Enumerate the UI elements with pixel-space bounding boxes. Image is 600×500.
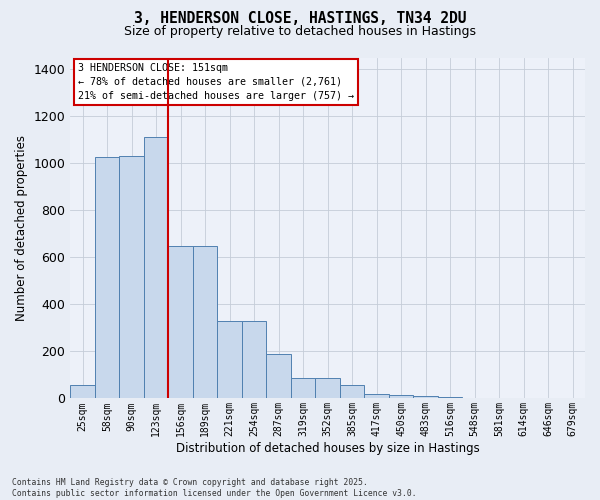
Text: Contains HM Land Registry data © Crown copyright and database right 2025.
Contai: Contains HM Land Registry data © Crown c… — [12, 478, 416, 498]
Bar — [389, 395, 413, 398]
Text: 3, HENDERSON CLOSE, HASTINGS, TN34 2DU: 3, HENDERSON CLOSE, HASTINGS, TN34 2DU — [134, 11, 466, 26]
X-axis label: Distribution of detached houses by size in Hastings: Distribution of detached houses by size … — [176, 442, 479, 455]
Bar — [193, 246, 217, 398]
Bar — [242, 321, 266, 398]
Bar — [95, 158, 119, 398]
Bar — [266, 354, 291, 399]
Text: 3 HENDERSON CLOSE: 151sqm
← 78% of detached houses are smaller (2,761)
21% of se: 3 HENDERSON CLOSE: 151sqm ← 78% of detac… — [78, 62, 354, 100]
Bar — [144, 138, 169, 398]
Bar — [291, 378, 316, 398]
Bar — [438, 397, 463, 398]
Bar — [169, 246, 193, 398]
Bar — [70, 386, 95, 398]
Bar — [340, 386, 364, 398]
Text: Size of property relative to detached houses in Hastings: Size of property relative to detached ho… — [124, 25, 476, 38]
Bar — [413, 396, 438, 398]
Bar — [217, 321, 242, 398]
Bar — [119, 156, 144, 398]
Y-axis label: Number of detached properties: Number of detached properties — [15, 135, 28, 321]
Bar — [316, 378, 340, 398]
Bar — [364, 394, 389, 398]
